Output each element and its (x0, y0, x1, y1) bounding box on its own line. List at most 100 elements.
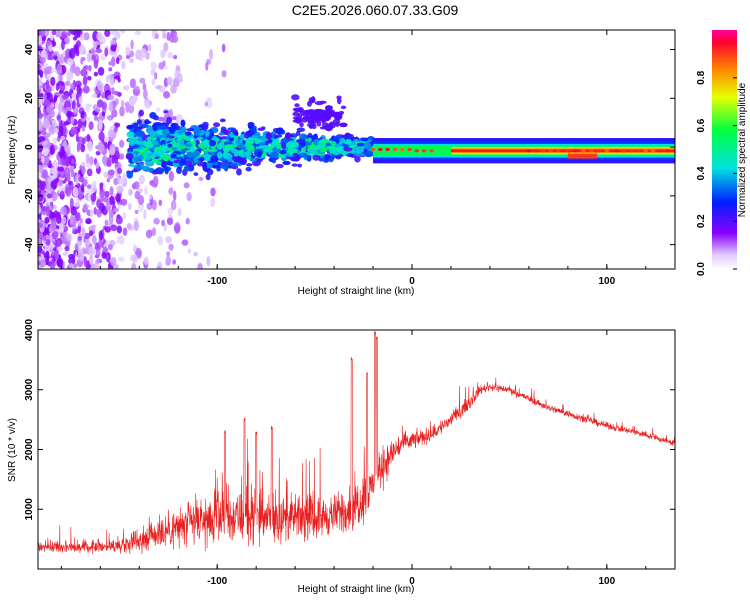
spectrogram-cell (296, 113, 303, 120)
spectrogram-cell (202, 139, 210, 145)
spectrogram-peak (628, 149, 634, 153)
spectrogram-cell (46, 105, 52, 113)
spectrogram-cell (50, 264, 56, 269)
spectrogram-cell (345, 152, 354, 158)
spectrogram-cell (106, 178, 111, 183)
spectrogram-cell (183, 182, 190, 189)
spectrogram-cell (205, 61, 209, 71)
spectrogram-cell (90, 47, 96, 56)
spectrogram-cell (150, 155, 156, 159)
spectrogram-cell (85, 163, 93, 168)
spectrogram-cell (318, 117, 324, 121)
spectrogram-cell (82, 204, 88, 213)
spectrogram-cell (119, 105, 125, 117)
spectrogram-peak (421, 149, 427, 153)
spectrogram-cell (227, 127, 236, 131)
spectrogram-cell (114, 122, 121, 128)
spectrogram-cell (134, 126, 144, 130)
spectrogram-cell (339, 137, 346, 143)
spectrogram-cell (316, 120, 322, 127)
spectrogram-cell (191, 151, 200, 158)
spectrogram-cell (133, 220, 140, 231)
spectrogram-peak (541, 149, 546, 153)
spectrogram-cell (39, 259, 46, 268)
spectrogram-cell (206, 256, 211, 267)
spectrogram-cell (197, 143, 203, 148)
spectrogram-cell (161, 219, 165, 227)
spectrogram-cell (75, 133, 80, 142)
spectrogram-cell (328, 156, 334, 163)
spectrogram-cell (108, 101, 114, 112)
snr-xtick-label: 100 (598, 576, 615, 587)
spectrogram-cell (115, 216, 123, 225)
spectrogram-cell (128, 163, 135, 167)
spectrogram-cell (102, 155, 108, 167)
spectrogram-cell (115, 193, 121, 202)
snr-xtick-label: -100 (207, 576, 227, 587)
spectrogram-cell (139, 77, 146, 84)
spectrogram-cell (294, 103, 300, 108)
spectrogram-cell (101, 111, 106, 117)
spectrogram-cell (107, 129, 114, 138)
spectrogram-peak (385, 147, 390, 152)
spectrogram-cell (48, 125, 56, 135)
spectrogram-cell (91, 93, 98, 99)
spectrogram-cell (110, 224, 118, 232)
spectrogram-cell (86, 52, 92, 63)
spectrogram-cell (58, 54, 65, 64)
spectrogram-cell (319, 112, 325, 118)
spectrogram-cell (356, 142, 365, 147)
spectrogram-cell (199, 129, 206, 135)
spectrogram-xtick-label: -100 (207, 276, 227, 287)
spectrogram-cell (129, 139, 135, 147)
spectrogram-cell (114, 31, 121, 40)
spectrogram-cell (153, 115, 159, 121)
spectrogram-cell (65, 80, 71, 87)
spectrogram-cell (344, 132, 351, 139)
spectrogram-cell (153, 217, 160, 225)
spectrogram-cell (38, 160, 43, 166)
spectrogram-peak (565, 149, 571, 153)
spectrogram-cell (136, 130, 146, 138)
spectrogram-cell (114, 90, 119, 96)
spectrogram-cell (80, 161, 86, 167)
spectrogram-peak (636, 149, 641, 153)
spectrogram-cell (107, 94, 115, 101)
spectrogram-data (38, 30, 675, 269)
spectrogram-cell (354, 155, 361, 163)
snr-panel: -100 0 100 1000 2000 3000 4000 Height of strai… (7, 318, 676, 595)
spectrogram-cell (116, 45, 120, 54)
spectrogram-peak (581, 149, 586, 153)
spectrogram-cell (158, 125, 167, 131)
spectrogram-cell (38, 260, 41, 266)
colorbar-ticks: 0.0 0.2 0.4 0.6 0.8 (696, 70, 737, 276)
spectrogram-cell (56, 63, 62, 74)
spectrogram-cell (99, 182, 104, 187)
spectrogram-cell (114, 150, 120, 160)
spectrogram-frame (37, 29, 676, 270)
spectrogram-cell (75, 80, 82, 88)
spectrogram-cell (326, 110, 335, 118)
spectrogram-cell (50, 211, 56, 219)
spectrogram-cell (89, 208, 94, 218)
spectrogram-cell (71, 158, 75, 165)
spectrogram-cell (73, 107, 79, 115)
spectrogram-cell (103, 171, 109, 179)
spectrogram-peak (621, 149, 627, 153)
spectrogram-cell (219, 118, 226, 123)
spectrogram-cell (68, 47, 76, 59)
spectrogram-cell (137, 136, 143, 142)
spectrogram-ytick-label: -20 (24, 188, 35, 203)
spectrogram-cell (51, 30, 57, 36)
spectrogram-cell (324, 124, 333, 132)
spectrogram-cell (355, 146, 365, 154)
spectrogram-cell (50, 180, 58, 190)
spectrogram-xlabel: Height of straight line (km) (298, 286, 415, 297)
spectrogram-cell (83, 257, 88, 267)
spectrogram-cell (109, 145, 116, 156)
spectrogram-cell (89, 156, 94, 166)
spectrogram-cell (176, 166, 182, 175)
spectrogram-cell (144, 119, 150, 125)
spectrogram-cell (229, 162, 236, 167)
spectrogram-cell (96, 31, 103, 41)
